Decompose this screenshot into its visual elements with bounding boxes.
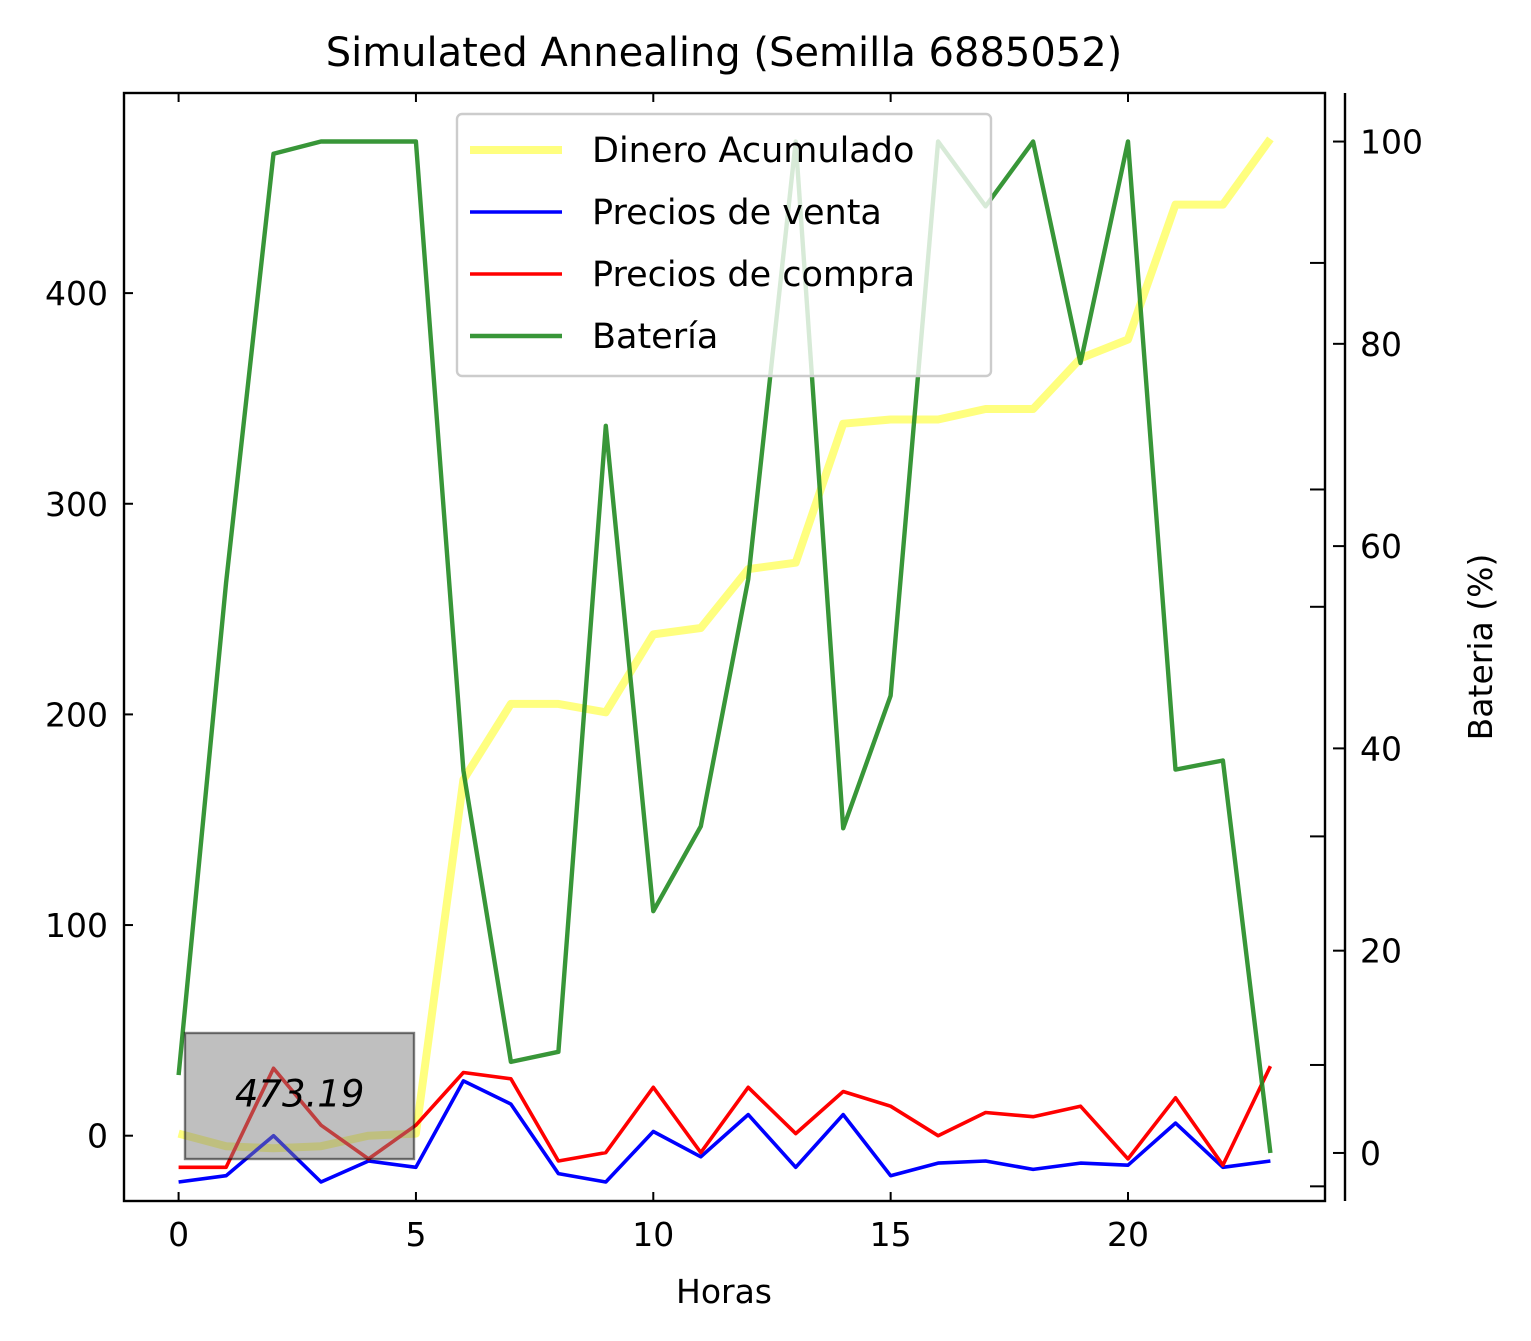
x-tick-label: 10: [632, 1215, 674, 1254]
right-axis-label: Bateria (%): [1461, 554, 1500, 741]
x-tick-label: 15: [870, 1215, 912, 1254]
y2-tick-label: 60: [1360, 527, 1402, 566]
plot-frame: [122, 91, 1327, 1203]
y2-tick-label: 80: [1360, 325, 1402, 364]
annotation-value: 473.19: [235, 1073, 364, 1116]
y2-tick-label: 20: [1360, 932, 1402, 971]
legend-label: Batería: [592, 317, 718, 357]
y-tick-label: 200: [45, 695, 108, 734]
y-tick-label: 0: [87, 1117, 108, 1156]
y-tick-label: 300: [45, 485, 108, 524]
x-tick-label: 5: [405, 1215, 426, 1254]
y2-tick-label: 40: [1360, 729, 1402, 768]
x-axis-label: Horas: [676, 1272, 772, 1311]
value-annotation: 473.19: [183, 1031, 416, 1161]
y2-tick-label: 0: [1360, 1134, 1381, 1173]
series-line-bateria: [176, 139, 1273, 1154]
y-tick-label: 400: [45, 274, 108, 313]
x-tick-label: 0: [168, 1215, 189, 1254]
series-line-precios-de-venta: [178, 1079, 1271, 1184]
legend-box: [455, 112, 993, 378]
x-tick-label: 20: [1107, 1215, 1149, 1254]
annotation-box: [183, 1031, 416, 1161]
legend-label: Dinero Acumulado: [592, 131, 914, 171]
legend: Dinero Acumulado Precios de venta Precios …: [455, 112, 993, 378]
y2-tick-label: 100: [1360, 123, 1423, 162]
y-tick-label: 100: [45, 906, 108, 945]
chart-title: Simulated Annealing (Semilla 6885052): [326, 30, 1123, 76]
legend-label: Precios de venta: [592, 193, 882, 233]
legend-label: Precios de compra: [592, 255, 915, 295]
